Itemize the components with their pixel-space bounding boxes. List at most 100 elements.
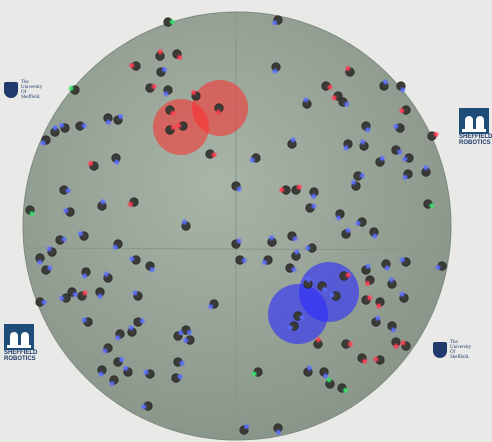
- robot: [41, 264, 53, 275]
- robot-led: [348, 342, 352, 346]
- robot: [207, 299, 219, 310]
- robot-led: [38, 260, 42, 264]
- robot: [165, 124, 177, 135]
- robot-led: [356, 221, 360, 225]
- robot-led: [377, 304, 381, 308]
- robot: [111, 153, 121, 166]
- robot-led: [128, 202, 133, 206]
- robot: [271, 62, 281, 75]
- robot: [303, 276, 313, 289]
- robot-led: [346, 66, 350, 71]
- robot-led: [182, 220, 187, 224]
- robot-led: [237, 239, 241, 243]
- robot: [214, 103, 224, 116]
- robot-led: [336, 216, 341, 220]
- robot-led: [216, 110, 220, 114]
- robot-led: [212, 153, 216, 157]
- robot: [181, 218, 191, 231]
- robot-led: [103, 349, 107, 353]
- robot-led: [280, 188, 284, 192]
- uos-line: The: [21, 80, 29, 85]
- robot-led: [424, 166, 428, 170]
- robot: [369, 227, 379, 240]
- robot: [371, 315, 381, 327]
- robot-led: [322, 287, 327, 292]
- robot: [391, 337, 401, 350]
- robot-led: [69, 86, 73, 91]
- robot-led: [106, 120, 111, 124]
- robot: [361, 263, 372, 275]
- robot: [399, 339, 411, 351]
- robot-led: [73, 292, 78, 297]
- uos-line: The: [450, 340, 458, 345]
- robot-led: [171, 111, 175, 115]
- robot-led: [373, 234, 377, 238]
- robot-led: [152, 84, 156, 89]
- robot: [205, 149, 218, 159]
- robot: [46, 245, 57, 257]
- robot: [128, 255, 141, 265]
- robot-led: [48, 266, 52, 270]
- robot-led: [60, 123, 64, 128]
- robot: [128, 61, 141, 71]
- robot-led: [82, 274, 87, 278]
- robot-led: [307, 366, 312, 370]
- robot-led: [171, 125, 175, 130]
- robot: [372, 355, 385, 365]
- robot: [291, 184, 303, 195]
- robot: [62, 207, 75, 217]
- arena-floor: [22, 11, 452, 441]
- robot-led: [383, 80, 388, 84]
- robot-led: [192, 90, 196, 95]
- robot: [81, 316, 93, 327]
- uos-line: Of: [21, 90, 27, 95]
- robot-led: [66, 189, 70, 193]
- robot-led: [244, 424, 249, 429]
- robot-led: [400, 88, 405, 92]
- robot-led: [60, 296, 64, 300]
- robots-icon: [4, 324, 34, 350]
- robot-led: [295, 250, 299, 254]
- uos-line: University: [450, 345, 472, 350]
- robot: [163, 17, 176, 27]
- robot: [319, 367, 329, 380]
- robot: [328, 291, 341, 301]
- uos-logo-top-left: The University Of Sheffield.: [4, 80, 42, 100]
- uos-line: Of: [450, 350, 456, 355]
- robot: [58, 122, 70, 133]
- uos-line: University: [21, 85, 43, 90]
- robot-led: [99, 372, 103, 376]
- robot: [291, 248, 301, 261]
- robot-body: [103, 273, 113, 283]
- robot-led: [30, 212, 34, 216]
- uos-logo-bottom-right: The University Of Sheffield.: [433, 340, 471, 360]
- robot: [77, 289, 89, 301]
- robot: [172, 49, 183, 61]
- robot-led: [170, 20, 174, 24]
- robot-led: [293, 237, 297, 241]
- robot-led: [64, 209, 68, 213]
- robot-led: [366, 264, 370, 268]
- robot: [173, 329, 184, 341]
- robot-body: [371, 317, 381, 327]
- robot: [35, 253, 45, 266]
- robot-led: [292, 267, 296, 272]
- robot: [25, 205, 36, 217]
- robot-led: [297, 185, 301, 189]
- robot: [341, 227, 352, 239]
- robot-led: [104, 272, 109, 276]
- robot: [391, 145, 403, 156]
- robot-led: [47, 247, 51, 251]
- robot: [55, 235, 68, 245]
- robot-led: [380, 156, 384, 161]
- robot-swarm: [25, 15, 447, 436]
- robot-led: [346, 228, 350, 233]
- robot: [140, 401, 153, 411]
- robot-led: [164, 92, 168, 96]
- robot-led: [124, 366, 128, 371]
- robot: [95, 287, 105, 300]
- robot: [381, 259, 391, 272]
- robot-led: [130, 63, 134, 68]
- robot: [182, 335, 195, 345]
